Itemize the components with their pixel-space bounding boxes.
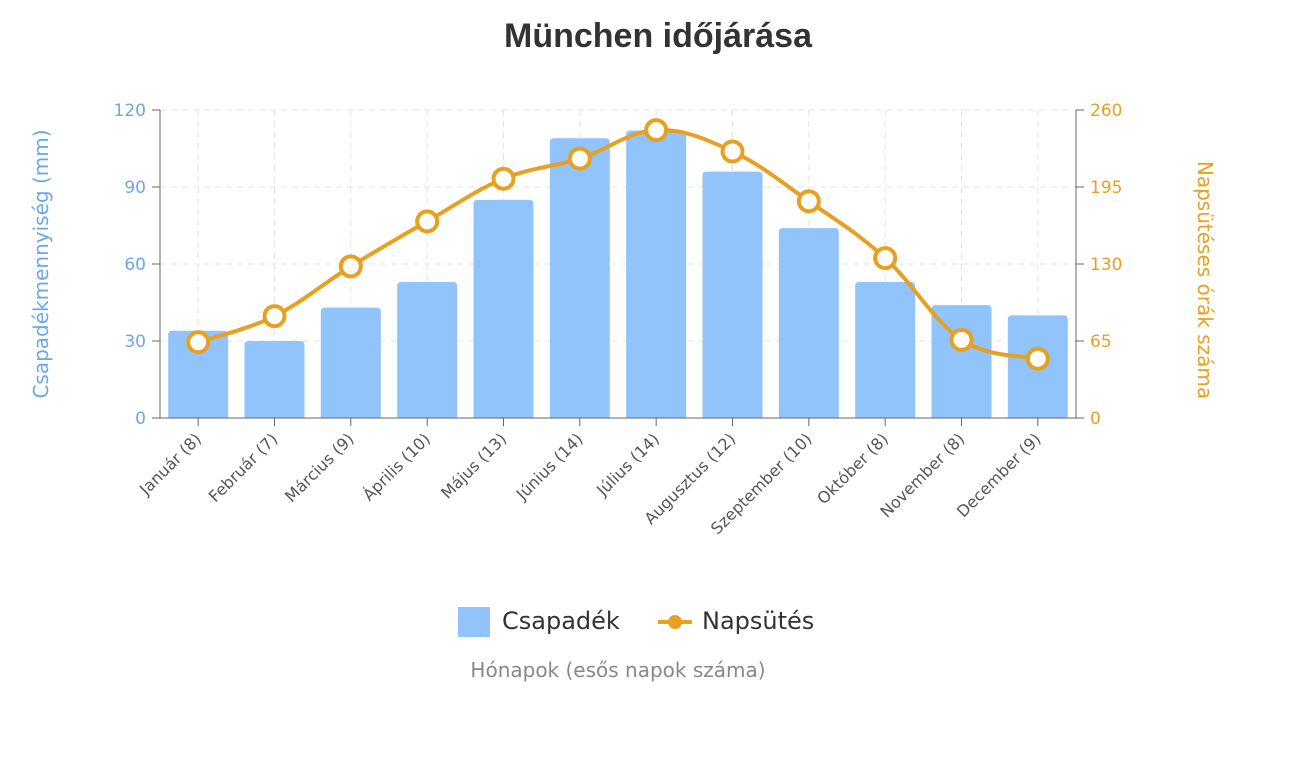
bar bbox=[473, 199, 534, 418]
sunshine-point bbox=[338, 254, 363, 279]
x-tick-label: Április (10) bbox=[359, 429, 434, 504]
bar bbox=[855, 281, 916, 418]
bar bbox=[549, 138, 610, 418]
sunshine-point bbox=[949, 327, 974, 352]
chart-title: München időjárása bbox=[504, 17, 813, 55]
bar bbox=[320, 307, 381, 418]
x-tick-label: Február (7) bbox=[205, 429, 282, 506]
left-tick-label: 30 bbox=[124, 332, 146, 352]
sunshine-point bbox=[720, 139, 745, 164]
legend-marker-napsutes bbox=[668, 615, 682, 629]
right-tick-label: 130 bbox=[1090, 255, 1122, 275]
legend-label-csapadek: Csapadék bbox=[502, 607, 620, 635]
left-axis-label: Csapadékmennyiség (mm) bbox=[29, 129, 53, 398]
right-tick-label: 260 bbox=[1090, 101, 1122, 121]
left-tick-label: 0 bbox=[135, 409, 146, 429]
bar bbox=[397, 281, 458, 418]
bar bbox=[778, 228, 839, 418]
x-tick-label: Január (8) bbox=[135, 429, 205, 499]
left-tick-label: 60 bbox=[124, 255, 146, 275]
x-axis-label: Hónapok (esős napok száma) bbox=[470, 658, 765, 682]
sunshine-point bbox=[415, 209, 440, 234]
sunshine-point bbox=[491, 166, 516, 191]
sunshine-point bbox=[644, 118, 669, 143]
bar bbox=[244, 341, 305, 418]
sunshine-point bbox=[873, 246, 898, 271]
left-tick-label: 90 bbox=[124, 178, 146, 198]
x-tick-label: Október (8) bbox=[813, 429, 892, 508]
bar bbox=[702, 171, 763, 418]
legend-swatch-csapadek bbox=[458, 607, 490, 637]
x-tick-label: Május (13) bbox=[437, 429, 510, 502]
left-tick-label: 120 bbox=[114, 101, 146, 121]
bar bbox=[168, 330, 229, 418]
x-tick-label: Június (14) bbox=[512, 429, 587, 504]
right-tick-label: 0 bbox=[1090, 409, 1101, 429]
right-tick-label: 65 bbox=[1090, 332, 1112, 352]
x-tick-label: Július (14) bbox=[592, 429, 663, 500]
x-tick-label: Március (9) bbox=[281, 429, 358, 506]
right-axis-label: Napsütéses órák száma bbox=[1193, 161, 1217, 399]
sunshine-point bbox=[262, 304, 287, 329]
bar bbox=[931, 305, 992, 418]
sunshine-point bbox=[796, 189, 821, 214]
legend: Csapadék Napsütés bbox=[458, 607, 814, 637]
legend-label-napsutes: Napsütés bbox=[702, 607, 814, 635]
sunshine-point bbox=[1025, 346, 1050, 371]
bar bbox=[626, 130, 687, 419]
sunshine-point bbox=[567, 146, 592, 171]
sunshine-point bbox=[186, 330, 211, 355]
right-tick-label: 195 bbox=[1090, 178, 1122, 198]
